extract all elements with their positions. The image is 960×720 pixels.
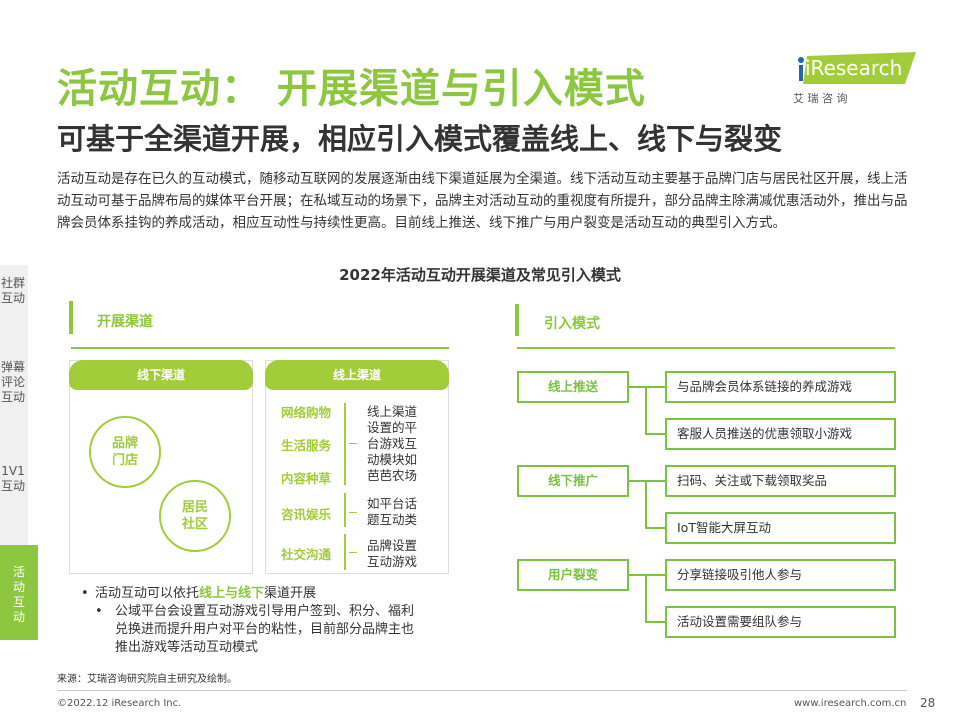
mode-item: 客服人员推送的优惠领取小游戏 xyxy=(665,418,896,450)
logo-brand: iResearch xyxy=(805,56,903,80)
bracket-tick xyxy=(349,552,357,553)
sidebar-item-community[interactable]: 社群互动 xyxy=(0,276,25,305)
mode-item: 扫码、关注或下载领取奖品 xyxy=(665,465,896,497)
source-note: 来源：艾瑞咨询研究院自主研究及绘制。 xyxy=(57,674,237,685)
sidebar-item-danmaku[interactable]: 弹幕评论互动 xyxy=(0,360,25,404)
intro-paragraph: 活动互动是存在已久的互动模式，随移动互联网的发展逐渐由线下渠道延展为全渠道。线下… xyxy=(57,171,908,231)
page-number: 28 xyxy=(920,696,936,710)
sidebar-bg xyxy=(0,265,28,545)
circle-label: 品牌门店 xyxy=(111,436,138,468)
iresearch-logo: iResearch 艾 瑞 咨 询 xyxy=(793,50,918,106)
bracket-tick xyxy=(349,512,357,513)
mode-item: 活动设置需要组队参与 xyxy=(665,606,896,638)
sidebar-item-1v1[interactable]: 1V1互动 xyxy=(0,464,25,493)
connector xyxy=(629,386,665,388)
website-link[interactable]: www.iresearch.com.cn xyxy=(794,698,907,709)
mode-category: 线下推广 xyxy=(517,465,629,497)
sidebar-item-activity[interactable]: 活动互动 xyxy=(0,545,38,640)
connector xyxy=(645,433,665,435)
footer-line xyxy=(57,690,907,691)
connector xyxy=(645,621,665,623)
heading-bar xyxy=(515,304,519,336)
bullet-2: • 公域平台会设置互动游戏引导用户签到、积分、福利兑换进而提升用户对平台的粘性，目… xyxy=(95,604,415,655)
bullet-highlight: 线上与线下 xyxy=(199,586,265,601)
modes-heading: 引入模式 xyxy=(544,316,600,332)
circle-community: 居民社区 xyxy=(159,480,231,552)
bullet-text: 渠道开展 xyxy=(264,586,317,601)
bracket xyxy=(344,493,346,527)
mode-category: 用户裂变 xyxy=(517,559,629,591)
mode-item: 分享链接吸引他人参与 xyxy=(665,559,896,591)
page-title: 活动互动： 开展渠道与引入模式 xyxy=(57,66,646,112)
chart-title: 2022年活动互动开展渠道及常见引入模式 xyxy=(339,266,621,284)
heading-bar xyxy=(69,301,73,334)
page-subtitle: 可基于全渠道开展，相应引入模式覆盖线上、线下与裂变 xyxy=(57,122,783,156)
online-desc: 品牌设置互动游戏 xyxy=(367,538,418,569)
bullet-text: 活动互动可以依托 xyxy=(95,586,200,601)
bracket xyxy=(344,534,346,570)
bracket-tick xyxy=(349,443,357,444)
connector xyxy=(645,527,665,529)
online-item: 咨讯娱乐 xyxy=(281,507,332,522)
online-item: 内容种草 xyxy=(281,471,332,486)
online-item: 社交沟通 xyxy=(281,547,332,562)
connector xyxy=(645,574,647,623)
channels-heading: 开展渠道 xyxy=(97,314,153,330)
online-desc: 如平台话题互动类 xyxy=(367,496,418,527)
connector xyxy=(645,480,647,529)
divider xyxy=(517,347,895,349)
circle-brand-store: 品牌门店 xyxy=(89,416,161,488)
online-header: 线上渠道 xyxy=(265,360,449,390)
connector xyxy=(629,480,665,482)
mode-category: 线上推送 xyxy=(517,371,629,403)
divider xyxy=(71,347,449,349)
bracket xyxy=(344,403,346,485)
online-item: 网络购物 xyxy=(281,405,332,420)
mode-item: IoT智能大屏互动 xyxy=(665,512,896,544)
offline-header: 线下渠道 xyxy=(69,360,253,390)
copyright: ©2022.12 iResearch Inc. xyxy=(57,698,182,709)
connector xyxy=(645,386,647,435)
logo-cn: 艾 瑞 咨 询 xyxy=(793,92,848,105)
bullet-1: • 活动互动可以依托线上与线下渠道开展 xyxy=(81,586,317,601)
connector xyxy=(629,574,665,576)
mode-item: 与品牌会员体系链接的养成游戏 xyxy=(665,371,896,403)
circle-label: 居民社区 xyxy=(181,500,208,532)
bullet-text: 公域平台会设置互动游戏引导用户签到、积分、福利兑换进而提升用户对平台的粘性，目前… xyxy=(115,604,415,655)
online-item: 生活服务 xyxy=(281,438,332,453)
online-desc: 线上渠道设置的平台游戏互动模块如芭芭农场 xyxy=(367,404,418,483)
